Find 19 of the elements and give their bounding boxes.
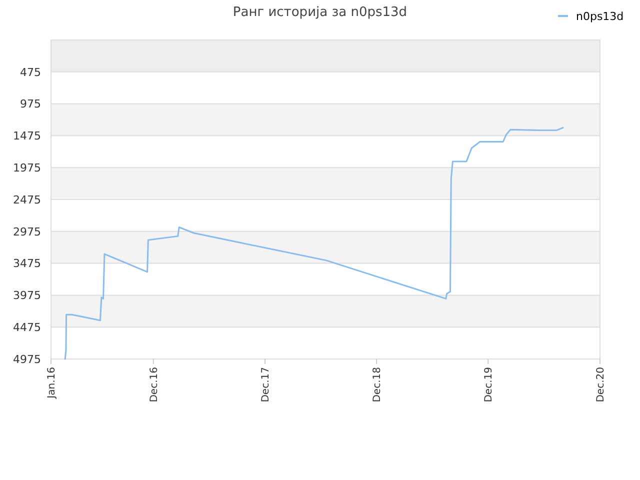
y-tick-label: 475 (20, 66, 41, 79)
y-tick-label: 3475 (13, 257, 41, 270)
legend-label: n0ps13d (576, 10, 624, 23)
x-tick-label: Dec.20 (596, 367, 606, 402)
y-tick-label: 3975 (13, 289, 41, 302)
x-tick-label: Dec.18 (372, 367, 384, 402)
y-tick-label: 2975 (13, 225, 41, 238)
y-tick-label: 1475 (13, 130, 41, 143)
x-tick-label: Dec.17 (260, 367, 272, 402)
x-tick-label: Dec.19 (484, 367, 495, 402)
chart-title: Ранг историја за n0ps13d (232, 5, 408, 20)
y-tick-label: 2475 (13, 193, 41, 206)
x-tick-label: Dec.16 (148, 367, 160, 402)
y-tick-label: 4975 (13, 352, 41, 366)
y-tick-label: 4475 (13, 320, 41, 334)
y-tick-label: 975 (20, 98, 41, 111)
y-tick-label: 1975 (13, 161, 41, 174)
x-tick-label: Jan.16 (46, 367, 58, 400)
line-series (64, 126, 564, 360)
